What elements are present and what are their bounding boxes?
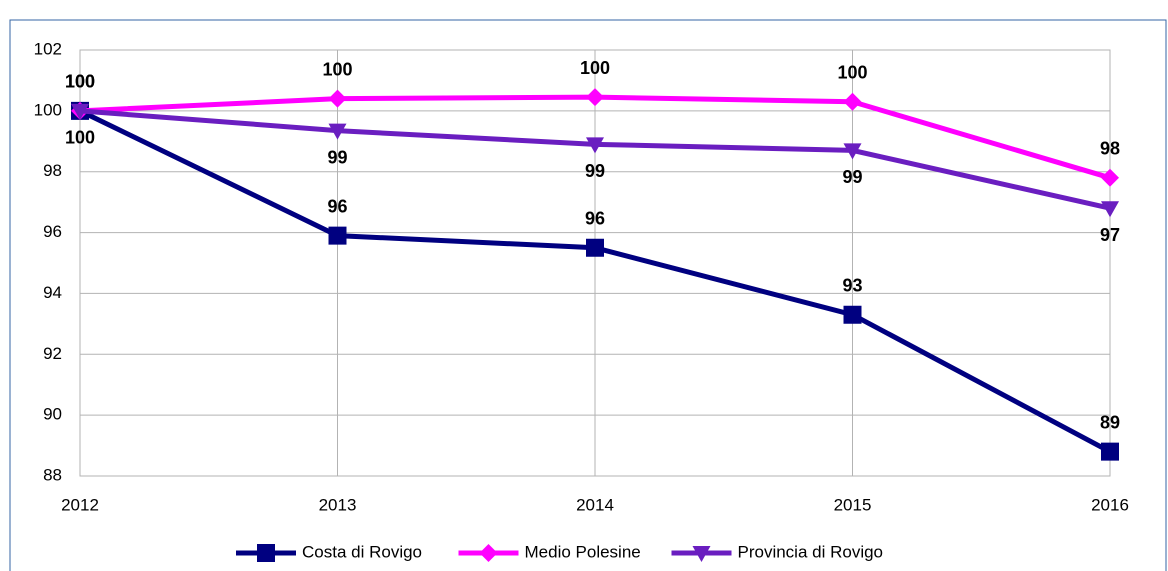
data-point — [586, 137, 604, 154]
legend-label: Provincia di Rovigo — [738, 542, 884, 561]
plot-area — [79, 49, 1111, 477]
y-tick-label: 96 — [43, 222, 62, 241]
data-label: 100 — [322, 59, 352, 79]
data-label: 98 — [1100, 139, 1120, 159]
legend-marker — [257, 544, 275, 562]
y-tick-label: 88 — [43, 465, 62, 484]
data-point — [586, 88, 604, 107]
data-point — [843, 305, 862, 324]
data-label: 100 — [65, 72, 95, 92]
y-tick-label: 98 — [43, 161, 62, 180]
data-point — [1101, 201, 1119, 218]
legend-label: Medio Polesine — [525, 542, 641, 561]
y-tick-label: 100 — [34, 100, 62, 119]
x-tick-label: 2015 — [834, 495, 872, 514]
y-tick-label: 94 — [43, 283, 62, 302]
x-tick-label: 2012 — [61, 495, 99, 514]
data-point — [1101, 168, 1119, 187]
x-tick-label: 2016 — [1091, 495, 1129, 514]
data-label: 93 — [842, 275, 862, 295]
data-label: 100 — [580, 58, 610, 78]
data-point — [328, 123, 347, 140]
data-label: 99 — [842, 167, 862, 187]
data-label: 97 — [1100, 225, 1120, 245]
chart-frame — [9, 19, 1167, 571]
data-label: 100 — [65, 128, 95, 148]
y-tick-label: 90 — [43, 405, 62, 424]
data-point — [71, 103, 89, 120]
legend-label: Costa di Rovigo — [302, 542, 422, 561]
x-tick-label: 2013 — [319, 495, 357, 514]
data-label: 89 — [1100, 412, 1120, 432]
data-point — [843, 92, 862, 111]
data-label: 96 — [327, 196, 347, 216]
legend-marker — [692, 546, 711, 562]
data-point — [1101, 442, 1119, 461]
data-label: 100 — [65, 72, 95, 92]
data-point — [328, 89, 347, 108]
y-tick-label: 102 — [34, 39, 62, 58]
data-label: 99 — [327, 147, 347, 167]
legend-marker — [479, 544, 498, 562]
data-label: 96 — [585, 209, 605, 229]
data-point — [328, 226, 347, 245]
data-label: 99 — [585, 161, 605, 181]
y-tick-label: 92 — [43, 344, 62, 363]
x-tick-label: 2014 — [576, 495, 614, 514]
data-point — [586, 238, 604, 257]
data-label: 100 — [837, 62, 867, 82]
data-point — [843, 143, 862, 160]
